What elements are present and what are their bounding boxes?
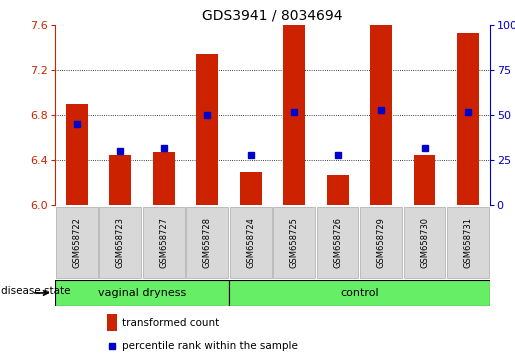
Text: transformed count: transformed count <box>122 318 219 327</box>
Text: GSM658728: GSM658728 <box>203 217 212 268</box>
Text: GSM658731: GSM658731 <box>464 217 473 268</box>
Title: GDS3941 / 8034694: GDS3941 / 8034694 <box>202 8 342 23</box>
Bar <box>196 55 218 205</box>
Bar <box>153 152 175 205</box>
Bar <box>55 280 229 306</box>
Bar <box>283 25 305 205</box>
Bar <box>414 155 436 205</box>
Text: GSM658730: GSM658730 <box>420 217 429 268</box>
Bar <box>230 207 271 278</box>
Bar <box>109 155 131 205</box>
Text: GSM658727: GSM658727 <box>159 217 168 268</box>
Bar <box>404 207 445 278</box>
Bar <box>360 207 402 278</box>
Bar <box>447 207 489 278</box>
Bar <box>99 207 141 278</box>
Text: control: control <box>340 288 379 298</box>
Bar <box>66 104 88 205</box>
Bar <box>370 25 392 205</box>
Text: GSM658722: GSM658722 <box>72 217 81 268</box>
Bar <box>143 207 185 278</box>
Text: vaginal dryness: vaginal dryness <box>98 288 186 298</box>
Text: GSM658729: GSM658729 <box>376 217 386 268</box>
Text: GSM658723: GSM658723 <box>116 217 125 268</box>
Text: percentile rank within the sample: percentile rank within the sample <box>122 341 298 352</box>
Bar <box>186 207 228 278</box>
Text: GSM658725: GSM658725 <box>289 217 299 268</box>
Bar <box>273 207 315 278</box>
Bar <box>229 280 490 306</box>
Bar <box>240 172 262 205</box>
Bar <box>107 314 117 331</box>
Bar <box>327 175 349 205</box>
Bar <box>317 207 358 278</box>
Bar <box>56 207 98 278</box>
Bar <box>457 33 479 205</box>
Text: disease state: disease state <box>1 286 71 296</box>
Text: GSM658726: GSM658726 <box>333 217 342 268</box>
Text: GSM658724: GSM658724 <box>246 217 255 268</box>
